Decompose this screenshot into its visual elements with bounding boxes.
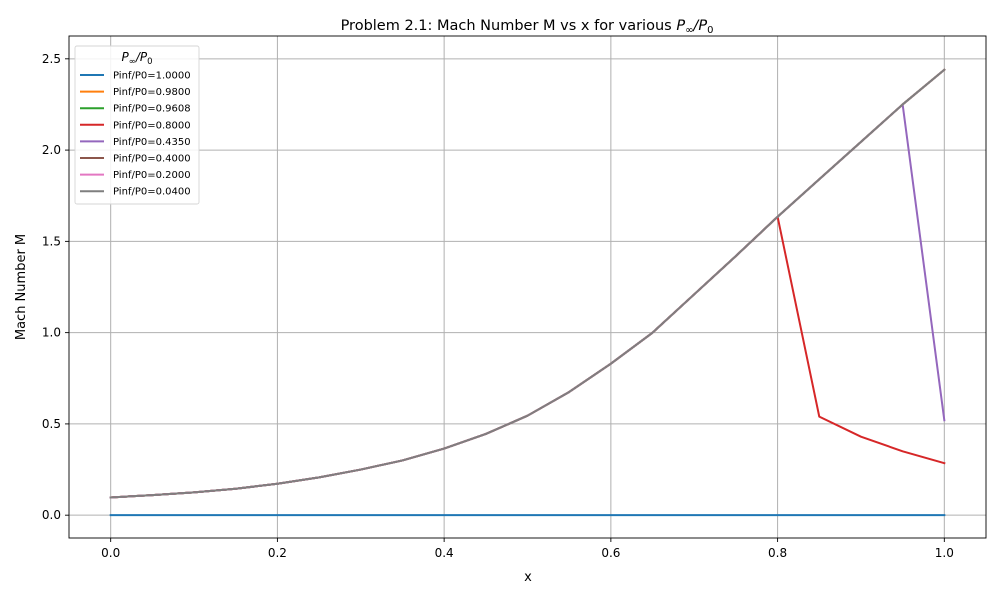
x-tick-label-0: 0.0 [101, 546, 120, 560]
x-axis-label: x [524, 570, 532, 585]
x-tick-label-1: 0.2 [268, 546, 287, 560]
x-tick-label-2: 0.4 [435, 546, 454, 560]
legend-label-4: Pinf/P0=0.4350 [113, 137, 191, 148]
chart-title-math-slash: / [691, 18, 700, 34]
legend-title-sub2: 0 [147, 57, 152, 67]
series-lines [109, 68, 946, 517]
y-tick-label-3: 1.5 [42, 234, 61, 248]
y-tick-label-2: 1.0 [42, 326, 61, 340]
plot-frame [68, 35, 987, 539]
legend-label-1: Pinf/P0=0.9800 [113, 87, 191, 98]
legend-title-slash: / [135, 50, 142, 64]
legend-label-6: Pinf/P0=0.2000 [113, 170, 191, 181]
legend-label-0: Pinf/P0=1.0000 [113, 71, 191, 82]
y-tick-label-5: 2.5 [42, 52, 61, 66]
chart-title-math-sub2: 0 [707, 25, 713, 36]
legend-label-7: Pinf/P0=0.0400 [113, 187, 191, 198]
chart-title: Problem 2.1: Mach Number M vs x for vari… [341, 18, 714, 36]
legend-box [74, 45, 200, 205]
y-tick-label-0: 0.0 [42, 508, 61, 522]
chart-title-math-sub1: ∞ [685, 25, 693, 36]
legend-entries: Pinf/P0=1.0000 Pinf/P0=0.9800 Pinf/P0=0.96… [80, 71, 191, 198]
legend: P∞/P0 Pinf/P0=1.0000Pinf/P0=0.9800Pinf/P… [74, 45, 200, 205]
y-axis-label: Mach Number M [14, 234, 29, 340]
legend-title-sub1: ∞ [129, 57, 136, 67]
chart-title-math-p1: P [676, 18, 685, 34]
legend-label-3: Pinf/P0=0.8000 [113, 120, 191, 131]
x-tick-label-3: 0.6 [601, 546, 620, 560]
y-tick-label-1: 0.5 [42, 417, 61, 431]
x-tick-label-4: 0.8 [768, 546, 787, 560]
legend-title: P∞/P0 [121, 50, 152, 67]
legend-title-p2: P [140, 50, 148, 64]
axis-ticks: 0.0 0.2 0.4 0.6 0.8 1.0 0.0 0.5 1.0 1.5 2.0 2.5 [42, 52, 954, 560]
chart-title-math-p2: P [698, 18, 707, 34]
x-tick-label-5: 1.0 [935, 546, 954, 560]
legend-title-p1: P [121, 50, 129, 64]
chart-title-text: Problem 2.1: Mach Number M vs x for vari… [341, 18, 677, 34]
series-line-7 [109, 68, 946, 499]
y-tick-label-4: 2.0 [42, 143, 61, 157]
legend-label-2: Pinf/P0=0.9608 [113, 104, 191, 115]
legend-label-5: Pinf/P0=0.4000 [113, 154, 191, 165]
